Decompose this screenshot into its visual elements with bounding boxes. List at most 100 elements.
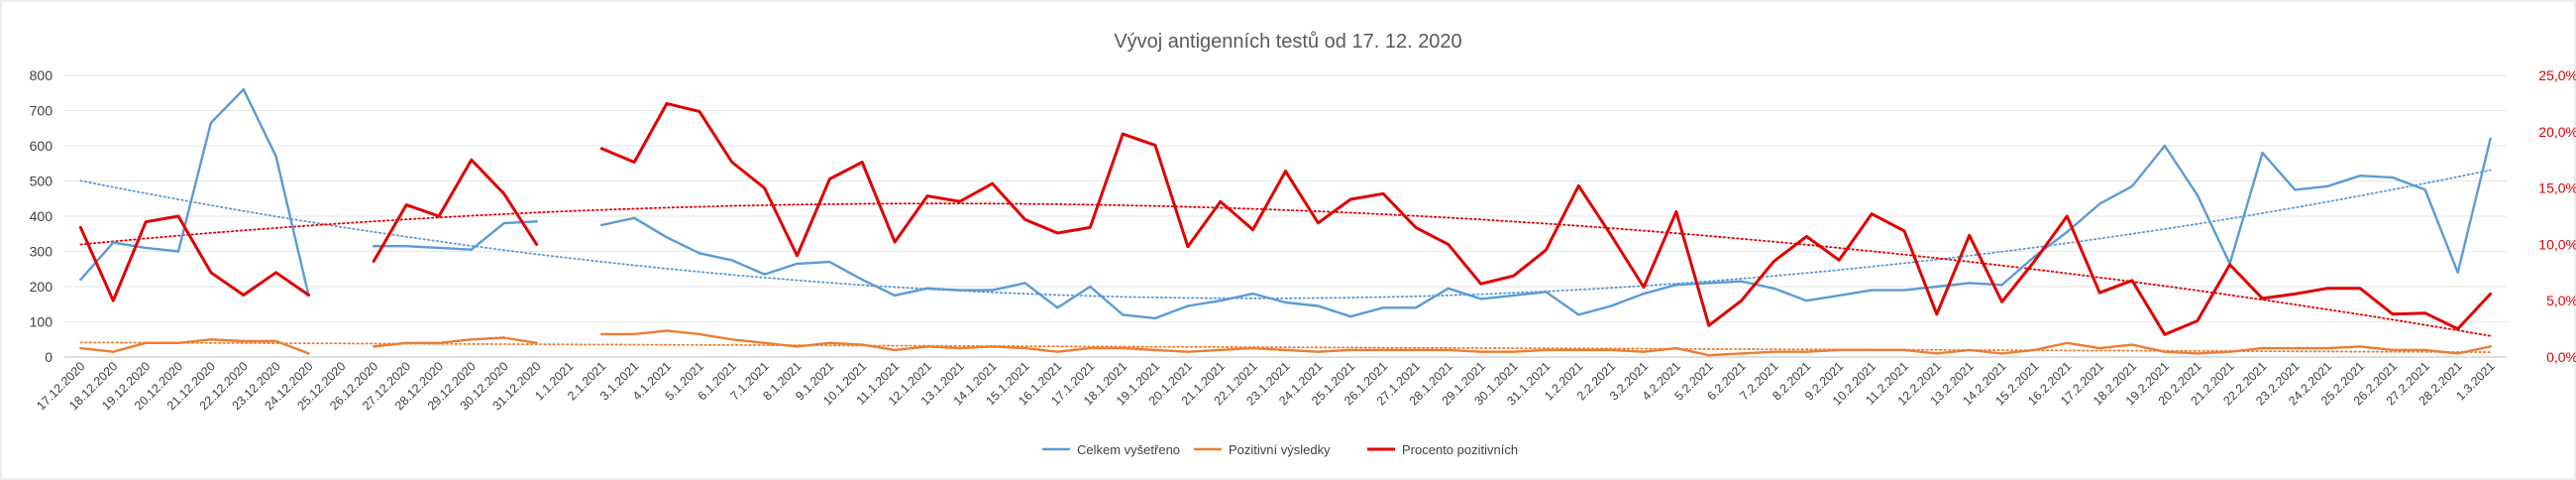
data-point [1317, 304, 1320, 307]
data-point [1740, 352, 1743, 355]
data-point [2358, 175, 2362, 178]
data-point [1870, 348, 1874, 352]
data-point [633, 332, 636, 336]
data-point [2130, 184, 2134, 187]
data-point [925, 194, 929, 197]
data-point [2033, 255, 2036, 258]
data-point [2326, 184, 2329, 187]
data-point [1772, 260, 1775, 263]
data-point [2391, 348, 2395, 352]
data-point [1870, 212, 1874, 215]
data-point [991, 289, 994, 292]
data-point [1642, 286, 1646, 289]
y-axis-left-tick-label: 100 [30, 314, 54, 330]
data-point [1381, 348, 1385, 352]
data-point [1186, 245, 1190, 248]
data-point [665, 236, 669, 239]
data-point [665, 102, 669, 105]
data-point [1577, 348, 1580, 352]
data-point [437, 214, 441, 218]
data-point [1153, 144, 1157, 147]
data-point [1447, 243, 1450, 246]
data-point [1284, 300, 1287, 304]
legend-label: Procento pozitivních [1402, 442, 1518, 457]
data-point [763, 186, 766, 189]
data-point [600, 147, 603, 150]
y-axis-left-tick-label: 300 [30, 244, 54, 260]
data-point [730, 161, 733, 164]
y-axis-left-tick-label: 800 [30, 67, 54, 83]
y-axis-right-tick-label: 10,0% [2538, 236, 2576, 252]
data-point [1414, 348, 1418, 352]
data-point [2294, 293, 2297, 296]
data-point [535, 220, 538, 223]
data-point [1023, 282, 1026, 285]
data-point [209, 271, 213, 274]
data-point [437, 246, 441, 250]
y-axis-left-tick-label: 400 [30, 208, 54, 224]
trendline [79, 169, 2492, 300]
data-point [1349, 348, 1352, 352]
data-point [1251, 346, 1254, 350]
data-point [2130, 343, 2134, 346]
data-point [1381, 192, 1385, 195]
data-point [1968, 234, 1971, 237]
data-point [958, 289, 961, 292]
data-point [1674, 284, 1678, 287]
data-point [112, 300, 115, 302]
data-point [404, 245, 408, 248]
data-point [1381, 306, 1385, 309]
data-point [1935, 285, 1939, 289]
data-point [1642, 292, 1646, 296]
data-point [502, 192, 505, 195]
data-point [502, 221, 505, 225]
data-point [1740, 300, 1743, 302]
data-point [2423, 311, 2426, 314]
data-point [1512, 275, 1515, 278]
data-point [242, 294, 245, 297]
data-point [698, 252, 701, 255]
data-point [1089, 346, 1092, 350]
legend-label: Pozitivní výsledky [1229, 442, 1331, 457]
data-point [242, 339, 245, 343]
y-axis-right-tick-label: 5,0% [2546, 293, 2576, 308]
data-point [404, 341, 408, 344]
data-point [633, 216, 636, 219]
data-point [893, 240, 897, 244]
data-point [763, 341, 766, 344]
data-point [2228, 263, 2231, 266]
data-point [2033, 260, 2036, 263]
data-point [2261, 346, 2264, 350]
data-point [2294, 188, 2297, 191]
data-point [796, 345, 799, 348]
data-point [176, 341, 180, 344]
data-point [1186, 350, 1190, 353]
data-point [1642, 350, 1646, 353]
data-point [1838, 348, 1841, 352]
data-point [2098, 346, 2101, 350]
data-point [2130, 279, 2134, 282]
data-point [2326, 346, 2329, 350]
data-point [796, 254, 799, 257]
y-axis-right-tick-label: 25,0% [2538, 67, 2576, 83]
data-point [2261, 297, 2264, 300]
data-point [1122, 313, 1125, 316]
data-point [2489, 137, 2492, 141]
data-point [1414, 226, 1418, 229]
data-point [958, 346, 961, 350]
data-point [1610, 304, 1613, 307]
data-point [1023, 346, 1026, 350]
data-point [796, 262, 799, 266]
y-axis-right-tick-label: 20,0% [2538, 124, 2576, 140]
data-point [2456, 271, 2459, 274]
data-point [2261, 151, 2264, 155]
data-point [1674, 210, 1678, 213]
data-point [437, 341, 441, 344]
data-point [1251, 228, 1254, 231]
chart-title: Vývoj antigenních testů od 17. 12. 2020 [1114, 31, 1461, 53]
data-point [79, 346, 82, 350]
data-point [2098, 202, 2101, 205]
data-point [893, 348, 897, 352]
